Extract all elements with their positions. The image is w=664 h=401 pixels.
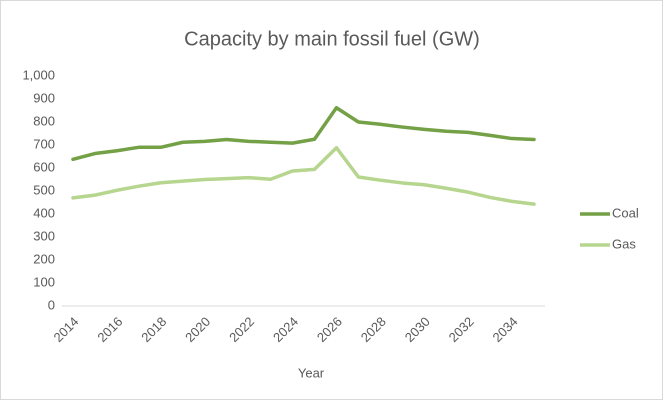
y-tick-label: 900: [33, 90, 55, 105]
series-line: [71, 146, 536, 206]
y-tick-label: 700: [33, 136, 55, 151]
legend-label: Coal: [612, 205, 639, 220]
y-tick-label: 200: [33, 251, 55, 266]
y-tick-label: 0: [48, 297, 55, 312]
y-tick-label: 1,000: [22, 67, 55, 82]
y-tick-label: 400: [33, 205, 55, 220]
y-tick-label: 300: [33, 228, 55, 243]
legend-label: Gas: [612, 236, 636, 251]
y-tick-label: 100: [33, 274, 55, 289]
chart-title: Capacity by main fossil fuel (GW): [184, 28, 480, 50]
y-tick-label: 600: [33, 159, 55, 174]
series-line: [71, 105, 536, 162]
x-axis-label: Year: [298, 365, 325, 380]
y-tick-label: 800: [33, 113, 55, 128]
y-tick-label: 500: [33, 182, 55, 197]
